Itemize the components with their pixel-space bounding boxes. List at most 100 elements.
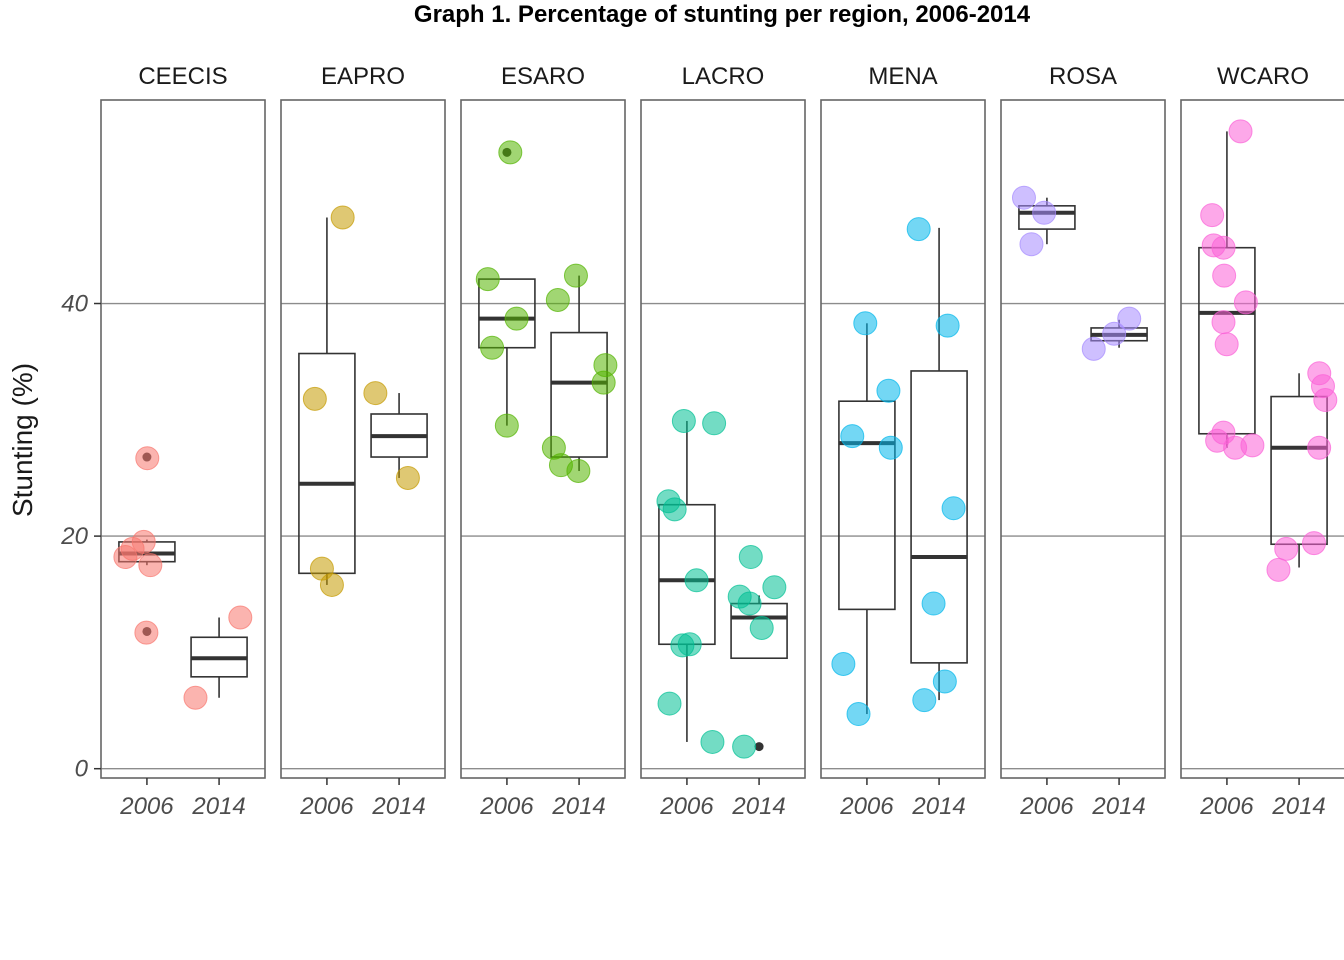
data-point bbox=[876, 378, 901, 403]
panel-title: WCARO bbox=[1217, 63, 1309, 90]
y-axis: 0 20 40 bbox=[60, 291, 101, 783]
panel-border bbox=[640, 99, 806, 779]
panel-title: EAPRO bbox=[321, 63, 405, 90]
panel-border bbox=[460, 99, 626, 779]
data-point bbox=[1201, 233, 1226, 258]
data-point bbox=[228, 605, 253, 630]
box bbox=[838, 400, 896, 611]
panel-border bbox=[100, 99, 266, 779]
panel-rosa: ROSA 2006 2014 bbox=[1000, 63, 1166, 820]
y-tick-label: 0 bbox=[75, 756, 89, 783]
data-point bbox=[941, 496, 966, 521]
y-tick-label: 40 bbox=[61, 291, 88, 318]
data-point bbox=[762, 575, 787, 600]
panel-wcaro: WCARO 2006 2014 bbox=[1180, 63, 1344, 820]
panel-esaro: ESARO 2006 2014 bbox=[460, 63, 626, 820]
x-tick-label: 2006 bbox=[839, 793, 894, 820]
data-point bbox=[1211, 310, 1236, 335]
data-point bbox=[840, 424, 865, 449]
data-point bbox=[1302, 531, 1327, 556]
data-point bbox=[1200, 203, 1225, 228]
x-tick-label: 2014 bbox=[371, 793, 425, 820]
data-point bbox=[702, 411, 727, 436]
panel-title: LACRO bbox=[682, 63, 765, 90]
data-point bbox=[302, 386, 327, 411]
data-point bbox=[853, 311, 878, 336]
data-point bbox=[846, 702, 871, 727]
data-point bbox=[1214, 332, 1239, 357]
data-point bbox=[480, 335, 505, 360]
data-point bbox=[1266, 557, 1291, 582]
data-point bbox=[1228, 119, 1253, 144]
data-point bbox=[363, 381, 388, 406]
data-point bbox=[1019, 232, 1044, 257]
box bbox=[478, 278, 536, 349]
data-point bbox=[1011, 185, 1036, 210]
y-axis-title: Stunting (%) bbox=[7, 363, 38, 517]
x-tick-label: 2006 bbox=[299, 793, 354, 820]
data-point bbox=[135, 446, 160, 471]
data-point bbox=[671, 408, 696, 433]
data-point bbox=[1032, 200, 1057, 225]
data-point bbox=[134, 620, 159, 645]
data-point bbox=[593, 353, 618, 378]
data-point bbox=[494, 413, 519, 438]
box bbox=[910, 370, 968, 664]
data-point bbox=[912, 688, 937, 713]
data-point bbox=[921, 591, 946, 616]
panel-border bbox=[280, 99, 446, 779]
box bbox=[1270, 395, 1328, 546]
y-tick-label: 20 bbox=[60, 523, 88, 550]
data-point bbox=[183, 685, 208, 710]
data-point bbox=[878, 435, 903, 460]
data-point bbox=[732, 734, 757, 759]
data-point bbox=[1212, 263, 1237, 288]
data-point bbox=[475, 267, 500, 292]
data-point bbox=[1307, 361, 1332, 386]
data-point bbox=[656, 489, 681, 514]
data-point bbox=[1233, 290, 1258, 315]
data-point bbox=[1081, 336, 1106, 361]
x-tick-label: 2006 bbox=[1199, 793, 1254, 820]
data-point bbox=[1307, 435, 1332, 460]
data-point bbox=[1102, 321, 1127, 346]
panel-title: ROSA bbox=[1049, 63, 1117, 90]
panel-border bbox=[1180, 99, 1344, 779]
chart-title: Graph 1. Percentage of stunting per regi… bbox=[414, 1, 1031, 28]
data-point bbox=[1274, 536, 1299, 561]
data-point bbox=[727, 584, 752, 609]
data-point bbox=[541, 435, 566, 460]
data-point bbox=[504, 306, 529, 331]
x-tick-label: 2006 bbox=[1019, 793, 1074, 820]
x-tick-label: 2006 bbox=[479, 793, 534, 820]
data-point bbox=[738, 545, 763, 570]
data-point bbox=[309, 556, 334, 581]
data-point bbox=[498, 140, 523, 165]
data-point bbox=[1211, 420, 1236, 445]
panel-title: MENA bbox=[868, 63, 937, 90]
data-point bbox=[138, 553, 163, 578]
data-point bbox=[749, 615, 774, 640]
x-tick-label: 2014 bbox=[191, 793, 245, 820]
data-point bbox=[131, 529, 156, 554]
box bbox=[298, 352, 356, 575]
panel-mena: MENA 2006 2014 bbox=[820, 63, 986, 820]
x-tick-label: 2014 bbox=[911, 793, 965, 820]
data-point bbox=[545, 288, 570, 313]
data-point bbox=[657, 691, 682, 716]
facet-panels: CEECIS 2006 2014 EAPRO 2006 2014 ESARO 2006 2014… bbox=[100, 63, 1344, 820]
data-point bbox=[563, 263, 588, 288]
data-point bbox=[677, 632, 702, 657]
outlier-point bbox=[754, 742, 764, 752]
panel-title: CEECIS bbox=[138, 63, 227, 90]
data-point bbox=[684, 568, 709, 593]
x-tick-label: 2014 bbox=[1271, 793, 1325, 820]
data-point bbox=[1117, 306, 1142, 331]
x-tick-label: 2006 bbox=[119, 793, 174, 820]
data-point bbox=[932, 669, 957, 694]
box bbox=[550, 331, 608, 458]
panel-eapro: EAPRO 2006 2014 bbox=[280, 63, 446, 820]
panel-ceecis: CEECIS 2006 2014 bbox=[100, 63, 266, 820]
x-tick-label: 2006 bbox=[659, 793, 714, 820]
